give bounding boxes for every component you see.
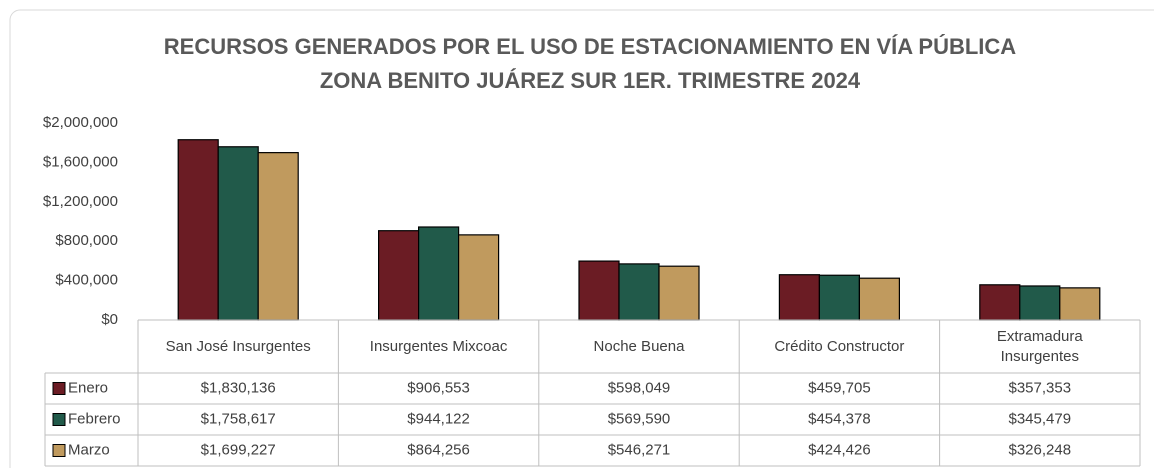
y-tick-label: $800,000 [55,232,118,249]
category-cell: Insurgentes Mixcoac [369,337,508,355]
legend-swatch [52,444,66,457]
data-label: $1,830,136 [201,379,276,396]
bar [378,230,420,321]
legend-label: Febrero [68,410,121,427]
x-tick-label: Extramadura Insurgentes [996,328,1083,365]
y-tick-label: $0 [101,311,118,328]
data-label: $598,049 [608,379,671,396]
bar [578,260,620,321]
data-label: $864,256 [407,441,470,458]
bar [458,234,500,321]
bar [257,152,299,321]
bar [418,226,460,321]
data-label: $944,122 [407,410,470,427]
bar [217,146,259,321]
x-tick-label: San José Insurgentes [165,337,311,355]
y-tick-label: $1,200,000 [43,193,118,210]
legend-swatch [52,382,66,395]
category-cell: Noche Buena [593,337,685,355]
legend-label: Enero [68,379,108,396]
y-tick-label: $1,600,000 [43,153,118,170]
x-tick-label: Crédito Constructor [774,337,905,355]
bar [1019,285,1061,321]
legend-label: Marzo [68,441,110,458]
bar [979,284,1021,321]
chart-subtitle: ZONA BENITO JUÁREZ SUR 1ER. TRIMESTRE 20… [320,68,861,93]
data-label: $326,248 [1009,441,1072,458]
data-label: $345,479 [1009,410,1072,427]
data-label: $906,553 [407,379,470,396]
data-label: $459,705 [808,379,871,396]
data-label: $1,758,617 [201,410,276,427]
y-tick-label: $400,000 [55,272,118,289]
chart-frame [9,9,1154,468]
bar [1059,287,1101,321]
bar [658,265,700,321]
y-tick-label: $2,000,000 [43,114,118,131]
category-cell: Crédito Constructor [774,337,905,355]
category-cell: Extramadura Insurgentes [996,328,1083,365]
data-label: $357,353 [1009,379,1072,396]
bar [858,277,901,321]
data-label: $546,271 [608,441,671,458]
x-tick-label: Insurgentes Mixcoac [369,337,508,355]
data-label: $569,590 [608,410,671,427]
data-label: $454,378 [808,410,871,427]
chart-title: RECURSOS GENERADOS POR EL USO DE ESTACIO… [164,34,1017,59]
bar [618,263,660,321]
data-label: $424,426 [808,441,871,458]
legend-swatch [52,413,66,426]
data-label: $1,699,227 [201,441,276,458]
x-tick-label: Noche Buena [593,337,685,355]
bar [778,274,821,321]
bar [818,274,861,321]
category-cell: San José Insurgentes [165,337,311,355]
bar [177,139,219,321]
